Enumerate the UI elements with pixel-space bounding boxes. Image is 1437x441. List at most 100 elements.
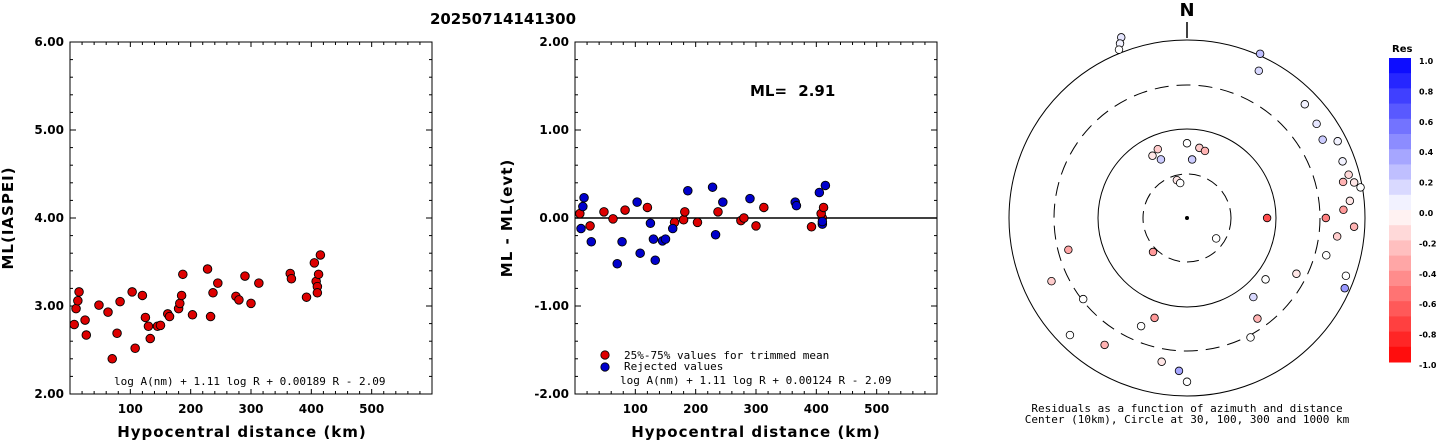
- colorbar-title: Res: [1392, 44, 1412, 55]
- station-residual-point: [1253, 314, 1262, 323]
- colorbar-tick-label: -0.2: [1419, 239, 1437, 248]
- ml-data-point: [80, 315, 90, 325]
- x-tick-label: 200: [178, 402, 203, 416]
- ring-300km: [1053, 84, 1321, 352]
- residual-data-point: [817, 216, 828, 227]
- station-residual-point: [1321, 213, 1331, 223]
- residual-data-point: [678, 215, 689, 225]
- colorbar-tick-label: -0.8: [1419, 331, 1437, 340]
- colorbar-tick-label: 0.4: [1419, 148, 1434, 157]
- residual-data-point: [707, 182, 718, 192]
- colorbar-cell: [1389, 134, 1411, 150]
- ml-data-point: [187, 310, 198, 320]
- colorbar-cell: [1389, 331, 1411, 348]
- ml-data-point: [176, 290, 187, 301]
- residual-data-point: [683, 185, 693, 196]
- ml-data-point: [155, 320, 166, 331]
- station-residual-point: [1333, 137, 1342, 146]
- residual-data-point: [820, 180, 831, 191]
- ml-value-label: ML= 2.91: [750, 82, 835, 100]
- station-residual-point: [1262, 213, 1272, 223]
- station-residual-point: [1340, 284, 1349, 293]
- ml-data-point: [254, 278, 264, 288]
- station-residual-point: [1079, 294, 1088, 304]
- station-residual-point: [1100, 340, 1109, 350]
- colorbar-cell: [1389, 286, 1411, 302]
- north-label: N: [1179, 0, 1194, 21]
- legend-marker-trimmed: [600, 350, 610, 360]
- residual-data-point: [650, 255, 660, 265]
- ml-label: ML=: [750, 82, 787, 100]
- residual-data-point: [642, 202, 653, 213]
- colorbar-cell: [1389, 270, 1411, 287]
- station-residual-point: [1338, 177, 1348, 187]
- ml-panel: 100 200 300 400 500 2.00 3.00 4.00 5.00 6.00 log…: [0, 35, 433, 441]
- colorbar-tick-label: -0.6: [1419, 300, 1437, 309]
- ml-plot-frame: [69, 41, 433, 395]
- residual-data-point: [578, 201, 588, 212]
- ml-data-point: [312, 288, 323, 298]
- colorbar-cell: [1389, 164, 1411, 181]
- residual-xlabel: Hypocentral distance (km): [631, 423, 881, 441]
- colorbar-cell: [1389, 316, 1411, 333]
- station-residual-point: [1345, 196, 1355, 206]
- residual-data-point: [739, 213, 749, 223]
- residual-data-point: [713, 207, 723, 217]
- residual-data-point: [635, 248, 645, 258]
- station-residual-point: [1187, 155, 1197, 164]
- station-residual-point: [1136, 321, 1146, 331]
- colorbar-tick-label: 1.0: [1419, 57, 1434, 66]
- station-residual-point: [1174, 366, 1184, 376]
- residual-ylabel: ML - ML(evt): [498, 159, 516, 277]
- colorbar-cell: [1389, 88, 1411, 105]
- residual-data-point: [585, 221, 595, 231]
- residual-data-point: [680, 207, 690, 217]
- colorbar-cell: [1389, 255, 1411, 272]
- residual-panel: 100 200 300 400 500 -2.00 -1.00 0.00 1.00 2.00 M…: [498, 35, 938, 441]
- ml-xlabel: Hypocentral distance (km): [117, 423, 367, 441]
- colorbar-cell: [1389, 179, 1411, 196]
- colorbar: Res 1.0 0.8 0.6 0.4 0.2 0.0 -0.2 -0.4 -0.6 -0.8 -1…: [1389, 44, 1437, 370]
- residual-data-point: [667, 223, 678, 234]
- y-tick-label: 2.00: [34, 387, 64, 401]
- residual-data-point: [660, 234, 671, 244]
- station-residual-point: [1153, 144, 1162, 154]
- ml-value: 2.91: [798, 82, 835, 100]
- ml-data-point: [246, 298, 256, 309]
- ml-data-point: [112, 328, 122, 339]
- x-tick-label: 500: [864, 402, 889, 416]
- ml-data-point: [127, 287, 137, 297]
- ml-data-point: [309, 258, 320, 268]
- station-residual-point: [1318, 135, 1327, 144]
- ml-formula: log A(nm) + 1.11 log R + 0.00189 R - 2.0…: [114, 375, 386, 388]
- colorbar-tick-label: 0.0: [1419, 209, 1434, 218]
- residual-data-point: [608, 214, 618, 224]
- x-tick-label: 300: [743, 402, 768, 416]
- station-residual-point: [1182, 377, 1192, 386]
- station-residual-point: [1150, 313, 1159, 323]
- station-residual-point: [1344, 170, 1353, 179]
- ml-data-point: [74, 287, 84, 297]
- station-residual-point: [1064, 245, 1073, 254]
- colorbar-cell: [1389, 149, 1411, 165]
- station-residual-point: [1182, 139, 1192, 148]
- station-residual-point: [1322, 251, 1331, 260]
- ml-data-point: [137, 290, 148, 301]
- residual-data-point: [718, 197, 728, 207]
- residual-data-point: [617, 237, 627, 247]
- ring-30km: [1142, 173, 1232, 263]
- ml-data-point: [103, 307, 113, 317]
- ml-data-point: [115, 296, 125, 307]
- residual-data-point: [710, 229, 721, 240]
- ml-data-point: [213, 278, 223, 288]
- ml-data-point: [301, 292, 312, 302]
- residual-data-point: [791, 200, 802, 211]
- colorbar-tick-label: -0.4: [1419, 270, 1437, 279]
- ml-data-point: [175, 298, 185, 309]
- polar-panel: N Residuals as a function of azimuth and…: [1008, 0, 1366, 426]
- station-residual-point: [1255, 49, 1265, 58]
- y-tick-label: 3.00: [34, 299, 64, 313]
- station-residual-point: [1156, 155, 1166, 164]
- station-residual-point: [1254, 66, 1263, 76]
